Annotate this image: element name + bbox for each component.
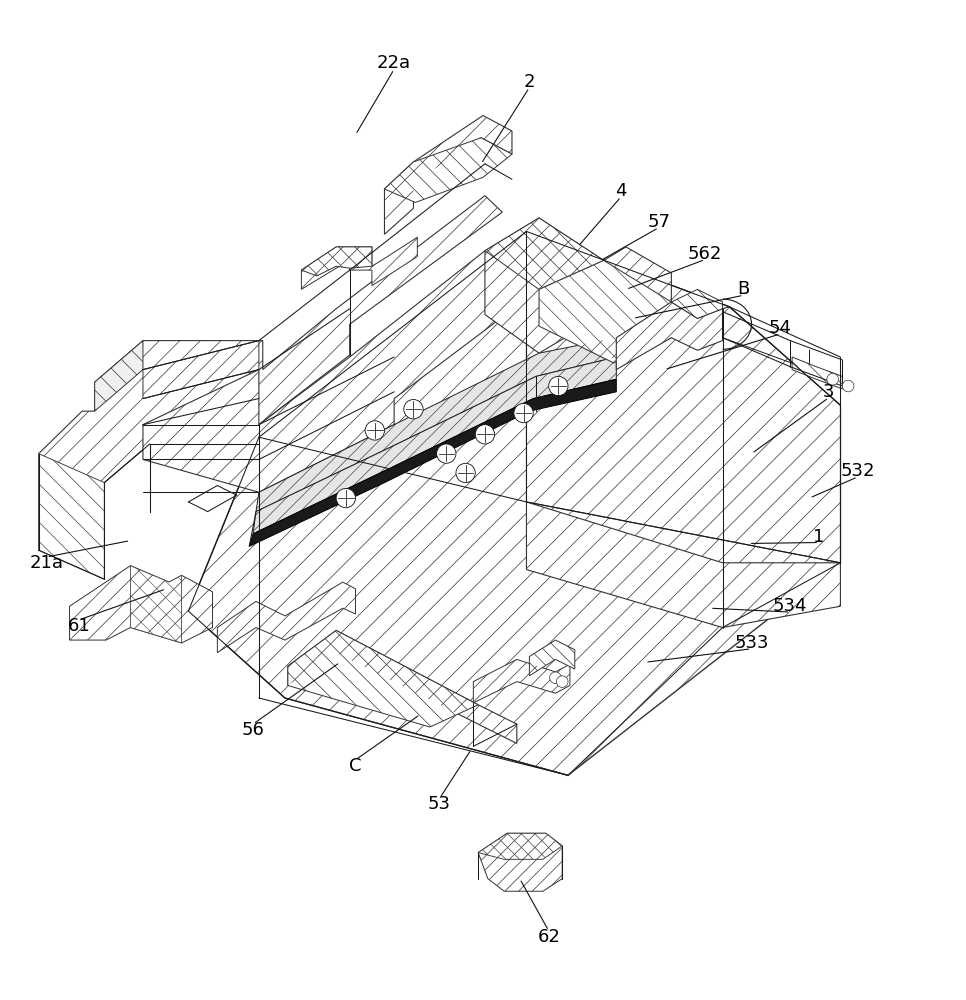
Text: 56: 56 <box>242 721 265 739</box>
Polygon shape <box>130 566 182 643</box>
Circle shape <box>437 444 456 463</box>
Polygon shape <box>143 341 259 399</box>
Polygon shape <box>485 218 671 353</box>
Polygon shape <box>473 659 570 703</box>
Circle shape <box>404 400 423 419</box>
Text: 62: 62 <box>537 928 560 946</box>
Text: 57: 57 <box>647 213 670 231</box>
Text: 3: 3 <box>823 383 835 401</box>
Polygon shape <box>301 237 417 289</box>
Text: 533: 533 <box>734 634 769 652</box>
Circle shape <box>556 676 568 687</box>
Polygon shape <box>188 231 840 775</box>
Polygon shape <box>95 341 143 411</box>
Polygon shape <box>485 218 604 289</box>
Text: 53: 53 <box>428 795 451 813</box>
Text: B: B <box>738 280 750 298</box>
Circle shape <box>827 373 838 385</box>
Polygon shape <box>616 302 723 370</box>
Circle shape <box>456 463 475 483</box>
Polygon shape <box>526 231 840 563</box>
Text: 532: 532 <box>840 462 875 480</box>
Polygon shape <box>143 251 539 492</box>
Polygon shape <box>288 630 478 727</box>
Polygon shape <box>288 630 517 743</box>
Polygon shape <box>792 357 842 389</box>
Polygon shape <box>526 502 840 628</box>
Polygon shape <box>249 379 616 546</box>
Circle shape <box>514 403 533 423</box>
Text: 1: 1 <box>813 528 825 546</box>
Polygon shape <box>671 289 723 318</box>
Circle shape <box>365 421 384 440</box>
Text: 54: 54 <box>769 319 792 337</box>
Text: 534: 534 <box>773 597 808 615</box>
Text: 562: 562 <box>688 245 723 263</box>
Circle shape <box>549 376 568 396</box>
Circle shape <box>550 672 561 684</box>
Text: 21a: 21a <box>29 554 64 572</box>
Polygon shape <box>253 357 616 534</box>
Text: C: C <box>350 757 361 775</box>
Polygon shape <box>384 116 512 234</box>
Text: 2: 2 <box>524 73 535 91</box>
Polygon shape <box>478 833 562 891</box>
Circle shape <box>336 488 355 508</box>
Circle shape <box>842 380 854 392</box>
Polygon shape <box>256 338 616 512</box>
Text: 61: 61 <box>68 617 91 635</box>
Polygon shape <box>39 454 104 579</box>
Polygon shape <box>301 247 372 276</box>
Polygon shape <box>70 566 213 643</box>
Circle shape <box>475 425 495 444</box>
Polygon shape <box>539 260 671 363</box>
Polygon shape <box>384 138 512 202</box>
Polygon shape <box>478 833 562 859</box>
Text: 4: 4 <box>615 182 627 200</box>
Polygon shape <box>217 582 355 653</box>
Polygon shape <box>529 640 575 676</box>
Text: 22a: 22a <box>377 54 412 72</box>
Polygon shape <box>39 196 502 550</box>
